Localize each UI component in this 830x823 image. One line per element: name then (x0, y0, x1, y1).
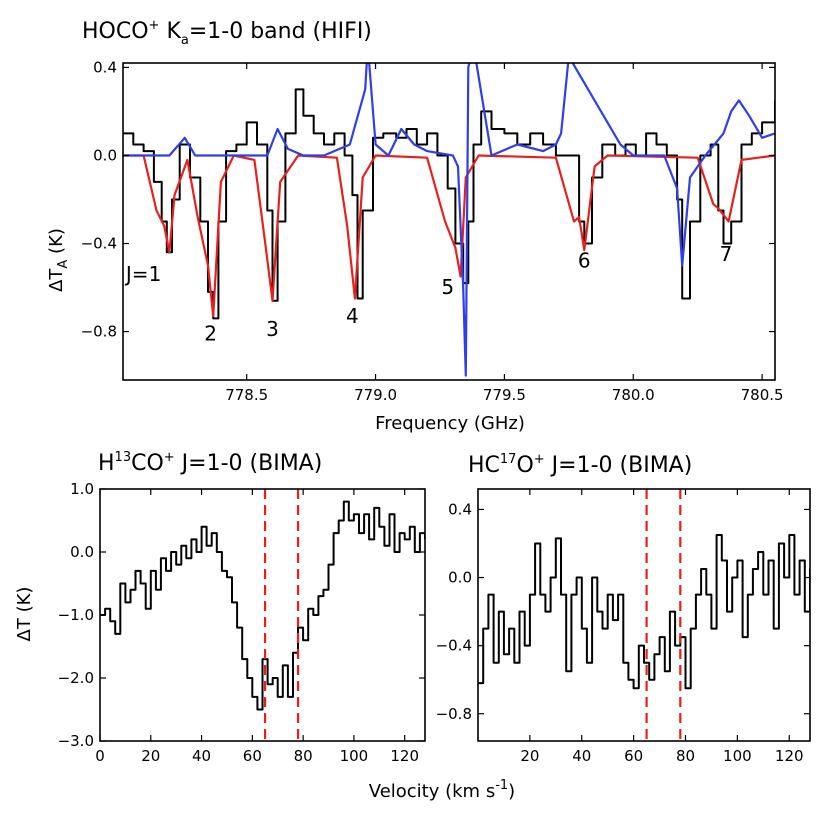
hc17o-title: HC17O+ J=1-0 (BIMA) (468, 452, 692, 478)
hifi-axes-frame (122, 62, 776, 381)
hc17o-series-group (478, 534, 810, 690)
h13co-series-spectrum (100, 500, 425, 711)
hifi-series-hoco-model (123, 154, 775, 318)
h13co-xtick-label: 20 (141, 747, 160, 765)
hifi-annotation-4: 5 (441, 275, 454, 299)
hifi-plot-area: 778.5 779.0 779.5 780.0 780.5 0.4 0.0 −0.4 −0.8 J… (81, 58, 784, 404)
hifi-series-other-species (123, 63, 775, 377)
hc17o-series-spectrum (478, 534, 810, 690)
h13co-xtick-label: 120 (390, 747, 419, 765)
hc17o-xtick-label: 60 (624, 747, 643, 765)
h13co-xtick-label: 80 (294, 747, 313, 765)
h13co-plot-area: 0 20 40 60 80 100 120 1.0 0.0 −1.0 −2.0 −3.0 (58, 480, 426, 765)
hifi-xtick-label: 778.5 (225, 386, 268, 404)
hifi-annotation-2: 3 (266, 317, 279, 341)
hifi-xtick-label: 780.5 (741, 386, 784, 404)
hifi-panel: HOCO+ Ka=1-0 band (HIFI) 778.5 779.0 779.5… (46, 18, 784, 434)
h13co-ytick-label: 0.0 (70, 543, 94, 561)
hc17o-ytick-label: 0.4 (448, 500, 472, 518)
hifi-title: HOCO+ Ka=1-0 band (HIFI) (82, 18, 372, 48)
hc17o-xtick-label: 100 (723, 747, 752, 765)
h13co-xtick-label: 40 (192, 747, 211, 765)
h13co-ytick-label: −1.0 (58, 606, 94, 624)
h13co-xtick-label: 100 (340, 747, 369, 765)
hc17o-plot-area: 20 40 60 80 100 120 0.4 0.0 −0.4 −0.8 (436, 488, 811, 765)
h13co-ytick-label: −3.0 (58, 732, 94, 750)
hifi-annotation-3: 4 (346, 304, 359, 328)
h13co-title: H13CO+ J=1-0 (BIMA) (98, 450, 322, 476)
h13co-xtick-label: 60 (243, 747, 262, 765)
h13co-xtick-label: 0 (95, 747, 105, 765)
h13co-y-axis-label: ΔT (K) (14, 587, 35, 642)
hc17o-xtick-label: 20 (520, 747, 539, 765)
hifi-series-group (123, 63, 775, 377)
hifi-ytick-label: 0.4 (93, 58, 117, 76)
hifi-xtick-label: 779.5 (483, 386, 526, 404)
hifi-annotation-6: 7 (720, 242, 733, 266)
hifi-ytick-label: −0.8 (81, 323, 117, 341)
hifi-xtick-label: 779.0 (354, 386, 397, 404)
hc17o-ytick-label: −0.8 (436, 705, 472, 723)
hc17o-axes-frame (477, 488, 811, 742)
hc17o-xtick-label: 40 (572, 747, 591, 765)
hc17o-ytick-label: 0.0 (448, 569, 472, 587)
hc17o-xtick-label: 80 (676, 747, 695, 765)
hc17o-ytick-label: −0.4 (436, 637, 472, 655)
hc17o-xtick-label: 120 (775, 747, 804, 765)
hifi-ytick-label: −0.4 (81, 235, 117, 253)
hifi-ytick-label: 0.0 (93, 146, 117, 164)
h13co-panel: H13CO+ J=1-0 (BIMA) 0 20 40 60 80 100 120 1.0 0.… (14, 450, 426, 765)
hifi-y-axis-label: ΔTA (K) (46, 228, 71, 292)
hifi-annotation-0: J=1 (124, 262, 161, 286)
h13co-ytick-label: −2.0 (58, 669, 94, 687)
h13co-series-group (100, 500, 425, 711)
hifi-annotation-5: 6 (578, 249, 591, 273)
hifi-x-axis-label: Frequency (GHz) (375, 413, 525, 434)
h13co-ytick-label: 1.0 (70, 480, 94, 498)
hc17o-panel: HC17O+ J=1-0 (BIMA) 20 40 60 80 100 120 0.4 0.0… (436, 452, 811, 765)
hifi-xtick-label: 780.0 (612, 386, 655, 404)
hifi-series-observed (123, 88, 775, 320)
hifi-annotation-1: 2 (204, 321, 217, 345)
velocity-x-axis-label: Velocity (km s-1) (369, 778, 515, 802)
